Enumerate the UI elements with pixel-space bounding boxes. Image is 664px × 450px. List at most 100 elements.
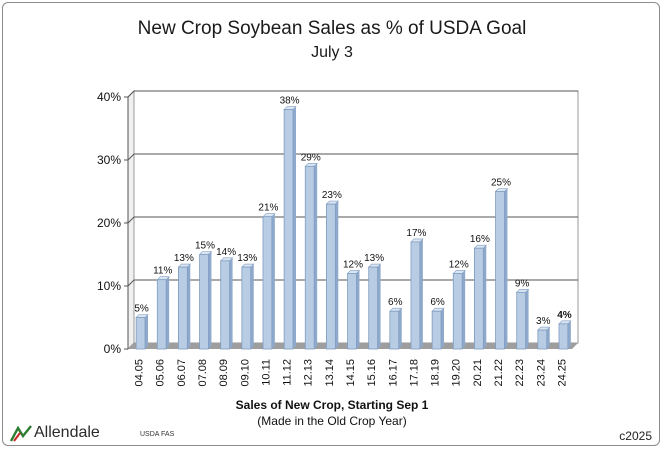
bar-side <box>483 245 487 349</box>
bar <box>389 310 400 350</box>
x-tick-label: 05.06 <box>155 359 167 387</box>
data-label: 29% <box>301 152 321 163</box>
data-label: 16% <box>470 234 490 245</box>
y-tick-label: 20% <box>97 216 121 230</box>
bar-side <box>377 264 381 349</box>
bar-group <box>452 270 466 350</box>
x-tick-label: 09.10 <box>239 359 251 387</box>
data-label: 9% <box>515 278 530 289</box>
bar <box>537 329 548 350</box>
bar-side <box>293 106 297 349</box>
x-tick-label: 19.20 <box>451 359 463 387</box>
bar <box>410 241 421 350</box>
bar <box>241 266 252 350</box>
gridline <box>127 90 578 98</box>
bar-group <box>304 163 318 350</box>
bar-side <box>441 308 445 349</box>
bar-group <box>346 270 361 350</box>
bar <box>474 247 484 350</box>
data-label: 21% <box>258 203 278 214</box>
x-tick-label: 14.15 <box>345 359 357 387</box>
bar <box>431 310 442 350</box>
gridline <box>127 153 578 161</box>
bar-side <box>546 327 550 349</box>
data-label: 13% <box>174 253 194 264</box>
x-tick-label: 18.19 <box>430 359 442 387</box>
x-axis-label: Sales of New Crop, Starting Sep 1 <box>235 398 429 412</box>
gridline <box>127 216 578 224</box>
y-tick-label: 30% <box>97 153 121 167</box>
x-tick-label: 12.13 <box>303 359 315 387</box>
bar-side <box>504 188 508 349</box>
data-label: 12% <box>449 259 469 270</box>
bar-group <box>389 307 403 350</box>
bar <box>135 317 146 350</box>
bar <box>368 266 378 350</box>
bar-side <box>419 238 423 349</box>
allendale-logo-icon <box>10 425 32 442</box>
bar-group <box>135 314 149 350</box>
bar-group <box>494 188 509 350</box>
x-tick-label: 13.14 <box>324 359 336 387</box>
bar-side <box>335 201 339 349</box>
source-note: USDA FAS <box>140 431 175 438</box>
bar-group <box>537 326 551 350</box>
bar-side <box>229 257 233 349</box>
bar-side <box>462 270 466 349</box>
x-tick-label: 08.09 <box>218 359 230 387</box>
data-label: 25% <box>491 178 511 189</box>
bar-side <box>356 270 360 349</box>
bar <box>452 272 463 350</box>
bar <box>262 216 273 350</box>
chart-subtitle: July 3 <box>311 44 353 61</box>
bar-side <box>567 320 571 349</box>
data-label: 13% <box>237 253 257 264</box>
bar-group <box>219 257 234 350</box>
bar-side <box>208 251 212 349</box>
y-tick-label: 10% <box>97 279 121 293</box>
data-label: 6% <box>430 297 445 308</box>
y-tick-label: 40% <box>97 90 121 104</box>
bar-group <box>177 263 192 350</box>
bar-group <box>515 288 530 350</box>
bar <box>516 291 526 350</box>
bar-side <box>145 314 149 349</box>
x-axis-sublabel: (Made in the Old Crop Year) <box>257 414 407 428</box>
x-tick-label: 15.16 <box>366 359 378 387</box>
bar-group <box>241 263 255 350</box>
bar-side <box>271 213 275 349</box>
x-tick-label: 10.11 <box>260 359 272 386</box>
bar <box>326 203 336 350</box>
allendale-logo: Allendale <box>10 424 100 442</box>
x-tick-label: 20.21 <box>472 359 484 387</box>
bar-group <box>198 251 213 350</box>
bar <box>220 260 230 350</box>
x-tick-label: 07.08 <box>197 359 209 387</box>
labels-layer: 5% 04.05 11% 05.06 13% 06.07 15% 07.08 14% 08.09 1… <box>134 96 572 387</box>
bar-side <box>398 308 402 349</box>
chart-title: New Crop Soybean Sales as % of USDA Goal <box>137 18 527 39</box>
data-label: 3% <box>536 316 551 327</box>
x-tick-label: 16.17 <box>387 359 399 387</box>
bar-side <box>314 163 318 349</box>
bar-side <box>250 264 254 349</box>
data-label: 13% <box>364 253 384 264</box>
bar-group <box>431 307 445 350</box>
x-tick-label: 11.12 <box>282 359 294 386</box>
data-label: 6% <box>388 297 403 308</box>
bar-side <box>187 264 191 349</box>
bars-layer <box>135 106 572 350</box>
bar-group <box>558 320 572 350</box>
x-tick-label: 17.18 <box>408 359 420 387</box>
data-label: 14% <box>216 247 236 258</box>
bar <box>495 191 505 350</box>
data-label: 15% <box>195 241 215 252</box>
data-label: 4% <box>557 310 572 321</box>
bar-side <box>525 289 529 349</box>
logo-text: Allendale <box>34 424 100 441</box>
copyright: c2025 <box>619 429 652 443</box>
bar-group <box>410 238 424 350</box>
bar-group <box>473 244 488 350</box>
x-tick-label: 21.22 <box>493 359 505 387</box>
